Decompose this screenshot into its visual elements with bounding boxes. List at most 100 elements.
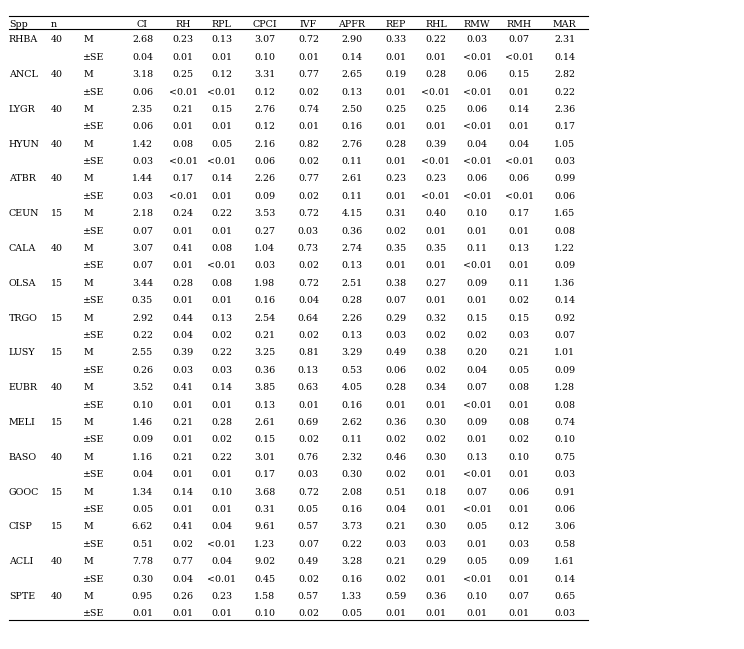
Text: 1.58: 1.58 (254, 592, 275, 601)
Text: <0.01: <0.01 (463, 53, 492, 62)
Text: 1.34: 1.34 (132, 487, 153, 496)
Text: 0.53: 0.53 (341, 366, 362, 375)
Text: 0.01: 0.01 (426, 505, 446, 514)
Text: 0.02: 0.02 (298, 262, 319, 271)
Text: 0.02: 0.02 (298, 157, 319, 166)
Text: 0.02: 0.02 (211, 331, 232, 340)
Text: 0.01: 0.01 (385, 53, 406, 62)
Text: 0.25: 0.25 (426, 105, 446, 114)
Text: 0.76: 0.76 (298, 453, 319, 462)
Text: M: M (83, 557, 93, 566)
Text: 0.58: 0.58 (554, 540, 575, 549)
Text: 0.03: 0.03 (466, 35, 488, 44)
Text: 0.01: 0.01 (426, 609, 446, 618)
Text: 0.13: 0.13 (211, 35, 232, 44)
Text: 0.02: 0.02 (298, 574, 319, 583)
Text: M: M (83, 383, 93, 392)
Text: 0.01: 0.01 (509, 88, 530, 97)
Text: ±SE: ±SE (83, 400, 105, 410)
Text: M: M (83, 349, 93, 358)
Text: <0.01: <0.01 (422, 192, 450, 201)
Text: <0.01: <0.01 (463, 192, 492, 201)
Text: 2.62: 2.62 (341, 418, 362, 427)
Text: <0.01: <0.01 (463, 262, 492, 271)
Text: 0.06: 0.06 (466, 70, 488, 79)
Text: APFR: APFR (339, 20, 365, 29)
Text: 0.11: 0.11 (341, 157, 362, 166)
Text: 0.02: 0.02 (298, 609, 319, 618)
Text: 0.77: 0.77 (298, 175, 319, 184)
Text: ATBR: ATBR (9, 175, 36, 184)
Text: 0.28: 0.28 (211, 418, 232, 427)
Text: 1.42: 1.42 (132, 140, 153, 149)
Text: 0.22: 0.22 (211, 453, 232, 462)
Text: 0.31: 0.31 (385, 209, 406, 218)
Text: 0.01: 0.01 (211, 227, 232, 236)
Text: 0.01: 0.01 (509, 609, 530, 618)
Text: 0.14: 0.14 (341, 53, 362, 62)
Text: 0.26: 0.26 (132, 366, 153, 375)
Text: 0.06: 0.06 (254, 157, 275, 166)
Text: 0.01: 0.01 (385, 609, 406, 618)
Text: 0.16: 0.16 (341, 505, 362, 514)
Text: 0.03: 0.03 (173, 366, 193, 375)
Text: 0.81: 0.81 (298, 349, 319, 358)
Text: ±SE: ±SE (83, 331, 105, 340)
Text: 0.22: 0.22 (132, 331, 153, 340)
Text: 0.03: 0.03 (298, 227, 319, 236)
Text: 0.03: 0.03 (211, 366, 232, 375)
Text: 0.01: 0.01 (426, 296, 446, 305)
Text: 0.65: 0.65 (554, 592, 575, 601)
Text: 0.27: 0.27 (254, 227, 275, 236)
Text: 0.28: 0.28 (385, 140, 406, 149)
Text: 0.03: 0.03 (554, 157, 575, 166)
Text: 0.51: 0.51 (132, 540, 153, 549)
Text: 0.16: 0.16 (341, 122, 362, 131)
Text: M: M (83, 522, 93, 532)
Text: 0.03: 0.03 (132, 157, 153, 166)
Text: 0.17: 0.17 (254, 470, 275, 479)
Text: HYUN: HYUN (9, 140, 39, 149)
Text: 1.46: 1.46 (132, 418, 153, 427)
Text: 0.04: 0.04 (173, 574, 193, 583)
Text: 0.91: 0.91 (554, 487, 575, 496)
Text: 0.21: 0.21 (173, 453, 193, 462)
Text: 0.04: 0.04 (466, 140, 488, 149)
Text: REP: REP (385, 20, 406, 29)
Text: 40: 40 (51, 70, 62, 79)
Text: 0.10: 0.10 (554, 435, 575, 445)
Text: RMW: RMW (464, 20, 490, 29)
Text: 0.01: 0.01 (298, 53, 319, 62)
Text: 0.01: 0.01 (385, 262, 406, 271)
Text: 0.01: 0.01 (385, 192, 406, 201)
Text: 0.09: 0.09 (554, 262, 575, 271)
Text: 0.01: 0.01 (426, 53, 446, 62)
Text: 2.82: 2.82 (554, 70, 575, 79)
Text: 0.25: 0.25 (385, 105, 406, 114)
Text: 2.08: 2.08 (341, 487, 362, 496)
Text: 0.07: 0.07 (466, 383, 488, 392)
Text: 0.02: 0.02 (466, 331, 488, 340)
Text: ±SE: ±SE (83, 470, 105, 479)
Text: M: M (83, 175, 93, 184)
Text: 0.17: 0.17 (554, 122, 575, 131)
Text: 3.53: 3.53 (254, 209, 275, 218)
Text: 0.02: 0.02 (426, 331, 446, 340)
Text: 15: 15 (51, 209, 62, 218)
Text: 0.39: 0.39 (173, 349, 193, 358)
Text: ±SE: ±SE (83, 296, 105, 305)
Text: 0.38: 0.38 (385, 279, 406, 288)
Text: 0.01: 0.01 (211, 609, 232, 618)
Text: 0.28: 0.28 (426, 70, 446, 79)
Text: 0.04: 0.04 (132, 470, 153, 479)
Text: M: M (83, 70, 93, 79)
Text: 2.74: 2.74 (341, 244, 362, 253)
Text: 0.15: 0.15 (466, 313, 488, 323)
Text: 0.01: 0.01 (173, 505, 193, 514)
Text: 2.90: 2.90 (341, 35, 362, 44)
Text: 0.40: 0.40 (426, 209, 446, 218)
Text: <0.01: <0.01 (169, 88, 197, 97)
Text: 2.51: 2.51 (341, 279, 362, 288)
Text: 0.17: 0.17 (173, 175, 193, 184)
Text: 0.09: 0.09 (509, 557, 530, 566)
